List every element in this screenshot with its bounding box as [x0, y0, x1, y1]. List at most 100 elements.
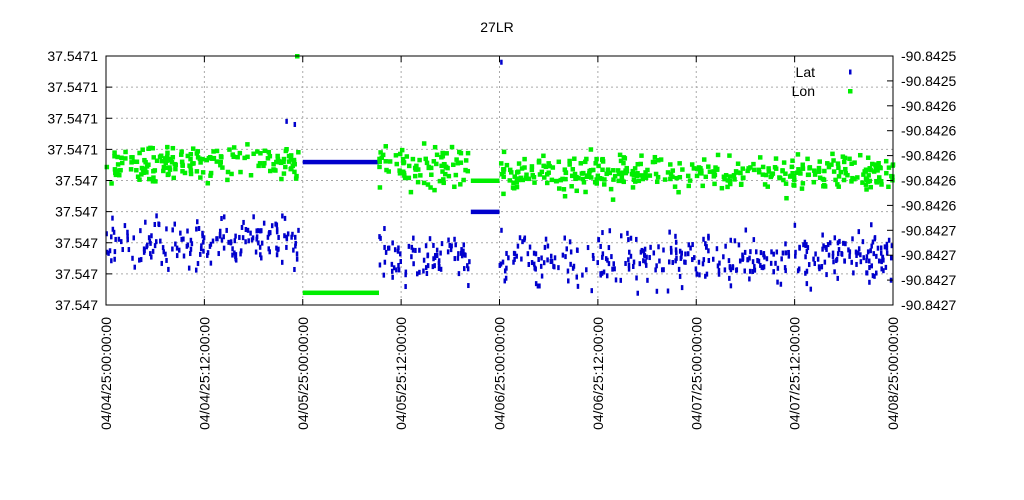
lat-point — [144, 219, 147, 225]
lon-point — [522, 156, 527, 162]
lat-point — [121, 247, 124, 253]
lat-point — [876, 245, 880, 251]
lon-point — [863, 182, 869, 187]
lat-point — [503, 268, 507, 274]
lat-point — [748, 276, 751, 282]
lon-point — [439, 155, 444, 160]
lat-point — [113, 256, 116, 262]
lon-point — [694, 173, 700, 179]
lon-point — [128, 167, 134, 172]
lon-point — [751, 167, 757, 173]
lat-point — [722, 254, 725, 260]
lon-point — [257, 161, 263, 166]
lat-point — [669, 245, 673, 251]
lat-point — [707, 248, 710, 254]
lon-point — [875, 168, 880, 173]
lon-point — [377, 159, 382, 164]
lat-point — [202, 248, 205, 254]
lat-point — [383, 226, 386, 232]
lat-point — [516, 243, 520, 249]
lat-point — [776, 279, 779, 285]
lat-point — [254, 249, 258, 255]
lat-point — [828, 240, 832, 246]
lat-point — [384, 249, 388, 255]
lat-point — [728, 264, 732, 270]
lat-point — [512, 250, 516, 256]
lat-point — [678, 248, 682, 254]
lat-point — [613, 266, 616, 272]
lat-point — [174, 241, 177, 247]
lat-point — [393, 247, 397, 253]
lat-point — [729, 283, 733, 289]
lat-point — [827, 252, 831, 258]
lat-point — [111, 215, 114, 221]
lat-point — [868, 265, 871, 271]
lon-point — [581, 180, 587, 185]
grid-lines — [106, 56, 893, 305]
lon-point — [781, 160, 787, 165]
lon-point — [286, 159, 292, 164]
lon-point — [583, 189, 588, 195]
lat-point — [629, 253, 633, 259]
lat-point — [407, 243, 411, 249]
lon-point — [821, 177, 827, 182]
lat-point — [724, 243, 727, 249]
lon-point — [546, 170, 551, 175]
lat-point — [534, 251, 538, 257]
lat-point — [138, 257, 141, 263]
lat-point — [855, 252, 858, 258]
lon-point — [811, 179, 817, 185]
lat-point — [249, 230, 252, 236]
legend-label-lon: Lon — [792, 83, 815, 99]
lat-point — [195, 226, 198, 232]
lat-point — [884, 264, 888, 270]
lat-point — [821, 246, 824, 252]
lon-point — [572, 156, 577, 161]
lon-point — [190, 146, 196, 151]
lon-point — [529, 164, 535, 169]
lon-point — [866, 173, 871, 178]
lon-point — [408, 189, 414, 195]
lat-point — [404, 272, 407, 278]
lon-point — [588, 147, 594, 152]
lat-point — [885, 245, 889, 251]
y-left-tick-label: 37.5471 — [47, 141, 98, 157]
x-tick-label: 04/06/25:00:00:00 — [492, 317, 508, 430]
lon-point — [789, 164, 795, 170]
lat-point — [182, 236, 185, 242]
lat-point — [131, 255, 134, 261]
lon-point — [449, 144, 455, 150]
lat-point — [382, 272, 386, 278]
lon-point — [445, 165, 450, 171]
lon-point — [735, 161, 741, 166]
lon-point — [638, 173, 644, 178]
lon-point — [822, 168, 827, 174]
lat-point — [523, 237, 526, 243]
lat-point — [707, 233, 710, 239]
lon-point — [874, 178, 879, 184]
lon-point — [399, 147, 405, 153]
lon-point — [412, 173, 418, 179]
lat-point — [780, 256, 783, 262]
lat-point — [295, 256, 299, 262]
lon-point — [150, 179, 156, 184]
lat-point — [804, 270, 807, 276]
lon-point — [607, 170, 612, 176]
lat-point — [159, 238, 162, 244]
lon-point — [167, 165, 172, 170]
lat-point — [150, 233, 153, 239]
lat-point — [294, 240, 297, 246]
lat-point — [260, 228, 263, 234]
lat-point — [748, 255, 751, 261]
lon-point — [686, 183, 691, 189]
lon-point — [117, 168, 122, 173]
lat-point — [852, 270, 855, 276]
lon-point — [292, 169, 297, 175]
lon-point — [418, 173, 423, 178]
lon-point — [798, 171, 803, 176]
lat-point — [741, 254, 744, 260]
y-right-tick-label: -90.8426 — [901, 197, 956, 213]
lon-point — [766, 169, 772, 174]
lat-point — [257, 228, 260, 234]
lon-point — [151, 168, 156, 174]
